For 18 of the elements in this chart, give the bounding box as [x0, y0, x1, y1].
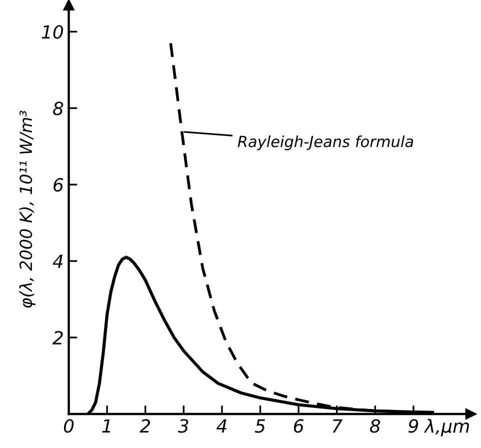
x-tick-label: 9 — [408, 419, 418, 433]
annotation: Rayleigh-Jeans formula — [238, 135, 414, 150]
y-tick-label: 4 — [52, 254, 63, 268]
x-tick-label: 8 — [370, 419, 380, 433]
x-axis-title: λ,μm — [424, 418, 469, 436]
x-tick-label: 6 — [294, 419, 304, 433]
x-tick-label: 0 — [64, 419, 74, 433]
y-axis-title: φ(λ, 2000 K), 10¹¹ W/m³ — [19, 110, 36, 308]
x-tick-label: 5 — [254, 419, 266, 433]
x-tick-label: 7 — [332, 419, 342, 433]
x-tick-label: 1 — [102, 419, 110, 433]
x-tick-label: 2 — [140, 419, 150, 433]
y-tick-label: 6 — [54, 178, 64, 192]
y-tick-label: 2 — [52, 330, 63, 344]
x-tick-label: 3 — [178, 419, 188, 433]
y-tick-label: 10 — [42, 25, 64, 39]
x-tick-label: 4 — [216, 419, 226, 433]
y-tick-label: 8 — [53, 102, 64, 116]
